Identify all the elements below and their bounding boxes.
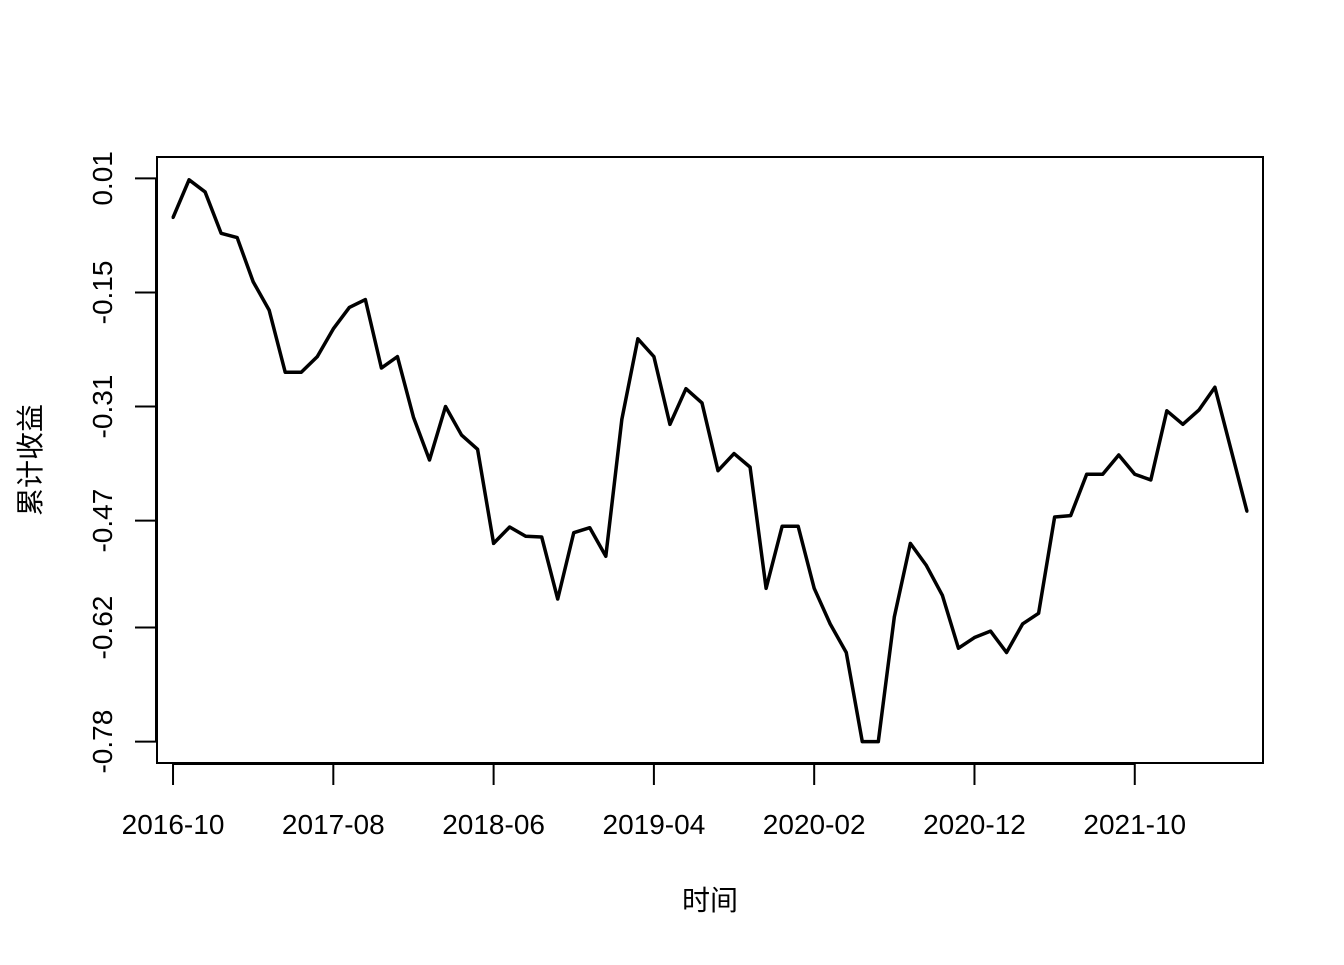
data-point: [427, 458, 431, 462]
data-point: [1005, 650, 1009, 654]
data-points: [171, 178, 1249, 744]
x-tick-label: 2016-10: [122, 809, 225, 840]
data-point: [363, 298, 367, 302]
data-point: [892, 615, 896, 619]
data-point: [379, 366, 383, 370]
data-point: [283, 370, 287, 374]
data-point: [251, 280, 255, 284]
data-point: [1149, 478, 1153, 482]
data-point: [1101, 472, 1105, 476]
data-point: [956, 646, 960, 650]
data-point: [187, 178, 191, 182]
data-point: [972, 636, 976, 640]
y-tick-label: 0.01: [87, 151, 118, 206]
data-point: [460, 433, 464, 437]
data-point: [171, 216, 175, 220]
y-axis: 0.01 -0.15 -0.31 -0.47 -0.62 -0.78: [87, 151, 157, 774]
data-point: [572, 531, 576, 535]
data-point: [860, 740, 864, 744]
data-point: [1069, 514, 1073, 518]
data-point: [732, 452, 736, 456]
data-point: [1021, 622, 1025, 626]
data-point: [940, 593, 944, 597]
y-tick-label: -0.15: [87, 261, 118, 325]
data-point: [395, 355, 399, 359]
data-point: [636, 337, 640, 341]
data-point: [299, 370, 303, 374]
x-tick-label: 2019-04: [603, 809, 706, 840]
data-point: [1117, 453, 1121, 457]
data-point: [1133, 472, 1137, 476]
data-point: [267, 308, 271, 312]
data-point: [700, 401, 704, 405]
data-point: [1053, 515, 1057, 519]
data-point: [1213, 385, 1217, 389]
data-point: [588, 526, 592, 530]
data-point: [668, 422, 672, 426]
x-tick-label: 2020-12: [923, 809, 1026, 840]
x-axis: 2016-10 2017-08 2018-06 2019-04 2020-02 2020-…: [122, 763, 1186, 840]
data-point: [604, 554, 608, 558]
data-point: [924, 564, 928, 568]
data-point: [620, 417, 624, 421]
data-point: [1229, 447, 1233, 451]
data-point: [876, 740, 880, 744]
data-point: [492, 541, 496, 545]
data-point: [908, 541, 912, 545]
data-point: [1037, 611, 1041, 615]
data-point: [828, 622, 832, 626]
data-point: [796, 524, 800, 528]
data-point: [203, 190, 207, 194]
data-point: [411, 415, 415, 419]
x-tick-label: 2018-06: [442, 809, 545, 840]
y-tick-label: -0.31: [87, 375, 118, 439]
data-point: [652, 355, 656, 359]
x-tick-label: 2021-10: [1083, 809, 1186, 840]
data-point: [748, 465, 752, 469]
data-point: [556, 597, 560, 601]
data-point: [331, 327, 335, 331]
data-point: [989, 629, 993, 633]
data-point: [347, 305, 351, 309]
x-axis-title: 时间: [682, 884, 738, 917]
data-point: [1181, 422, 1185, 426]
data-point: [444, 405, 448, 409]
y-tick-label: -0.62: [87, 596, 118, 660]
data-point: [219, 231, 223, 235]
data-point: [1085, 472, 1089, 476]
data-point: [764, 586, 768, 590]
y-axis-title: 累计收益: [14, 404, 47, 516]
y-tick-label: -0.78: [87, 710, 118, 774]
data-point: [235, 236, 239, 240]
data-point: [540, 535, 544, 539]
y-tick-label: -0.47: [87, 489, 118, 553]
data-point: [1197, 408, 1201, 412]
data-point: [684, 387, 688, 391]
data-point: [844, 650, 848, 654]
data-point: [1245, 509, 1249, 513]
data-point: [315, 355, 319, 359]
data-point: [780, 524, 784, 528]
plot-frame: [156, 156, 1264, 764]
data-point: [716, 469, 720, 473]
x-tick-label: 2020-02: [763, 809, 866, 840]
data-point: [524, 534, 528, 538]
x-tick-label: 2017-08: [282, 809, 385, 840]
data-point: [812, 586, 816, 590]
data-point: [508, 525, 512, 529]
data-point: [1165, 409, 1169, 413]
data-point: [476, 447, 480, 451]
series-line: [171, 178, 1249, 744]
